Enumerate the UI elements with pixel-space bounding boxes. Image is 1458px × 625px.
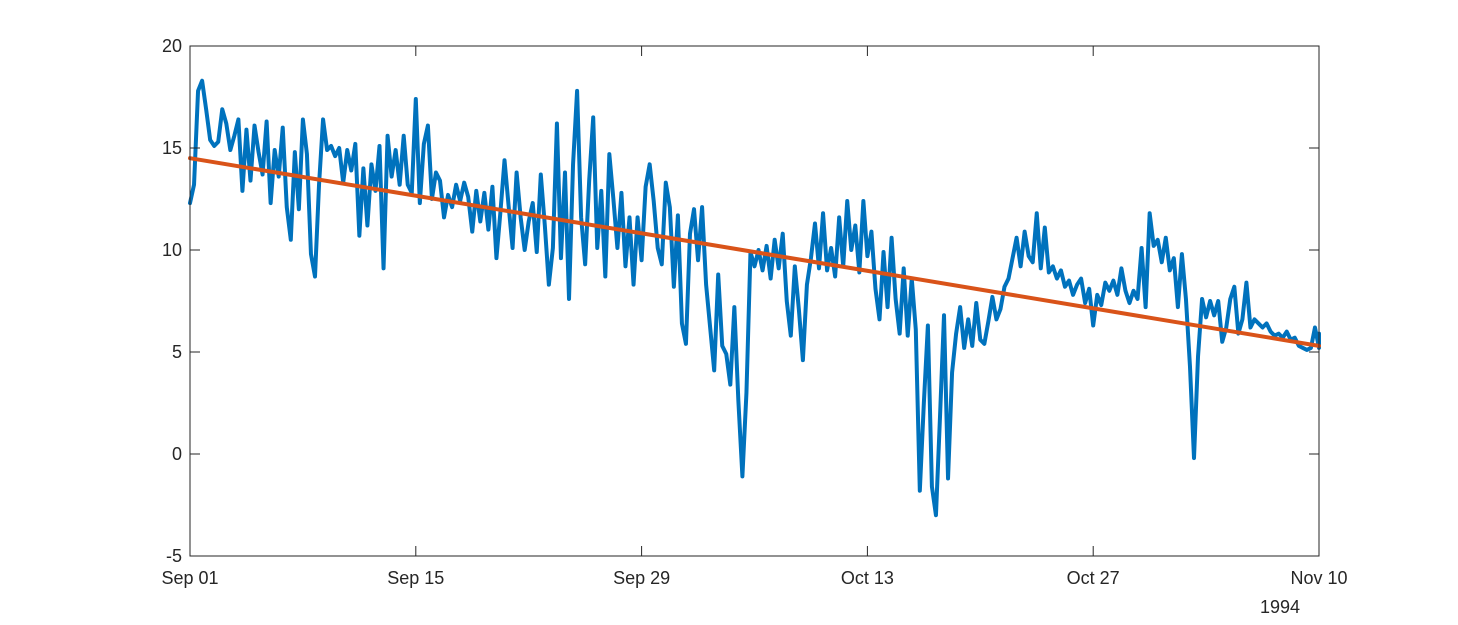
y-tick-label: 0 [172,444,182,464]
y-tick-label: 5 [172,342,182,362]
x-tick-label: Nov 10 [1290,568,1347,588]
trend-line [188,156,1321,348]
x-tick-label: Sep 29 [613,568,670,588]
data-series-line [188,78,1321,518]
y-tick-label: 20 [162,36,182,56]
x-tick-label: Oct 27 [1067,568,1120,588]
x-tick-label: Oct 13 [841,568,894,588]
y-tick-label: 10 [162,240,182,260]
tick-labels: -5 0 5 10 15 20 Sep 01 Sep 15 Sep 29 Oct 13 Oct 27… [161,36,1347,588]
y-tick-label: -5 [166,546,182,566]
series-layer [188,78,1321,518]
axes-box [189,45,1320,557]
x-axis-year-label: 1994 [1260,597,1300,617]
x-tick-label: Sep 01 [161,568,218,588]
y-tick-label: 15 [162,138,182,158]
axes-layer [189,45,1320,557]
x-tick-label: Sep 15 [387,568,444,588]
plot-area [190,46,1319,556]
